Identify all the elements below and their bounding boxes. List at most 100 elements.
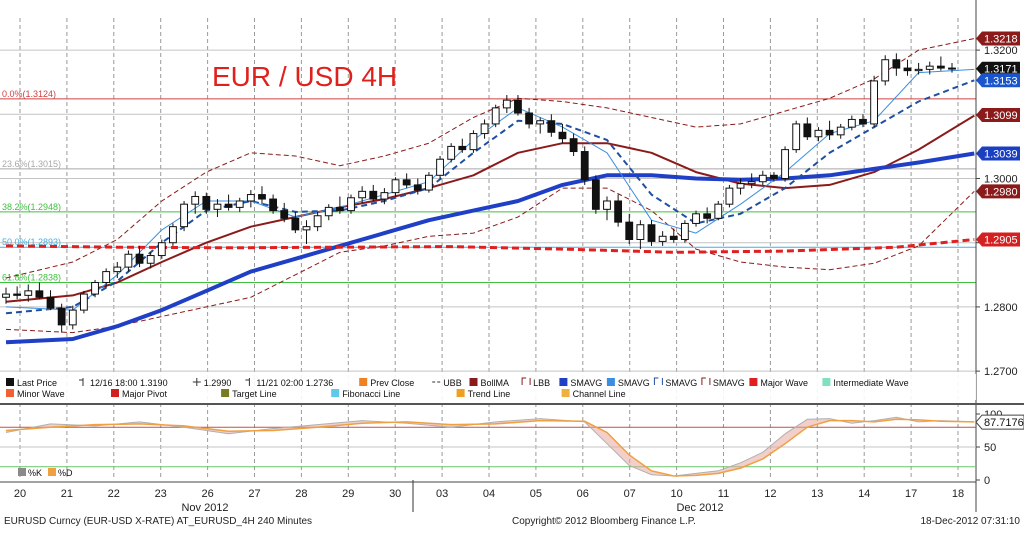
legend-label: Target Line — [232, 389, 277, 399]
axis-tick-label: 1.2800 — [984, 302, 1018, 314]
legend-item: Intermediate Wave — [822, 378, 909, 388]
candle-down-body — [903, 67, 912, 72]
candle-down-body — [948, 67, 956, 70]
candle — [68, 305, 77, 330]
candle — [881, 55, 890, 86]
fib-label: 38.2%(1.2948) — [2, 202, 61, 212]
price-tag-box — [976, 107, 1020, 122]
candle — [491, 104, 500, 128]
legend: Last Price 12/16 18:00 1.3190 1.2990 11/21 … — [0, 374, 976, 400]
candle — [770, 172, 778, 182]
candle — [658, 231, 667, 246]
price-tag: 1.2905 — [976, 232, 1020, 247]
legend-swatch — [559, 378, 568, 386]
candle-down-body — [258, 194, 266, 200]
candle-down-body — [13, 293, 22, 296]
candle-down-body — [135, 253, 144, 264]
candle-up-body — [169, 226, 177, 244]
candle — [180, 200, 188, 232]
series-bollma-0 — [5, 114, 975, 303]
candle-down-body — [269, 198, 278, 212]
candle-up-body — [246, 194, 255, 202]
series-major-wave-6 — [5, 238, 975, 254]
legend-item: SMAVG — [653, 377, 697, 388]
legend-label: 11/21 02:00 1.2736 — [256, 378, 333, 388]
candle-up-body — [502, 99, 511, 109]
legend-label: BollMA — [481, 378, 510, 388]
candle-up-body — [469, 133, 478, 151]
legend-swatch — [822, 378, 831, 386]
date-tick-label: 18 — [952, 488, 964, 500]
candle — [914, 62, 923, 75]
legend-item: Prev Close — [359, 378, 414, 388]
candle — [124, 250, 133, 272]
candle — [480, 119, 489, 139]
legend-label: SMAVG — [665, 378, 697, 388]
candle-up-body — [358, 190, 367, 199]
candle — [291, 211, 300, 234]
price-tag-box — [976, 146, 1020, 161]
legend-swatch — [653, 377, 663, 385]
candlesticks — [2, 53, 956, 333]
candle-up-body — [391, 179, 400, 194]
legend-swatch — [521, 377, 531, 385]
candle-up-body — [714, 203, 723, 219]
candle — [603, 196, 611, 221]
candle-down-body — [202, 195, 211, 210]
candle-down-body — [669, 235, 678, 240]
price-tag-label: 1.3099 — [984, 110, 1018, 122]
legend-swatch — [331, 389, 340, 397]
series-lbb-2 — [5, 187, 975, 334]
legend-item: Channel Line — [561, 389, 626, 399]
candle — [547, 114, 556, 137]
candle-up-body — [925, 65, 934, 70]
candle — [692, 210, 700, 227]
legend-item: SMAVG — [701, 377, 745, 388]
candle — [614, 194, 623, 227]
candle — [859, 114, 867, 128]
candle-up-body — [836, 126, 845, 136]
candle-up-body — [313, 215, 322, 228]
price-tag-box — [976, 73, 1020, 88]
price-tag-label: 1.3218 — [984, 34, 1018, 46]
candle-up-body — [302, 226, 311, 231]
date-tick-label: 10 — [670, 488, 682, 500]
candle-down-body — [703, 213, 712, 219]
candle — [24, 284, 33, 302]
price-tag-box — [976, 232, 1020, 247]
candle-up-body — [636, 224, 645, 240]
candle — [625, 213, 634, 244]
date-tick-label: 04 — [483, 488, 495, 500]
candle — [113, 261, 122, 279]
fibonacci-levels: 0.0%(1.3124) 23.6%(1.3015) 38.2%(1.2948) 50… — [0, 89, 976, 284]
candle — [258, 186, 266, 205]
candle-down-body — [825, 129, 834, 136]
candle — [458, 138, 467, 153]
candle-up-body — [2, 293, 10, 298]
fib-label: 23.6%(1.3015) — [2, 159, 61, 169]
candle-up-body — [102, 271, 111, 284]
candle-down-body — [892, 59, 901, 69]
date-tick-label: 20 — [14, 488, 26, 500]
candle — [903, 59, 912, 76]
candle — [502, 95, 511, 114]
legend-swatch — [749, 378, 758, 386]
candle — [647, 220, 656, 246]
candle-up-body — [79, 293, 88, 311]
candle-down-body — [458, 145, 467, 151]
price-tag-label: 1.2980 — [984, 186, 1018, 198]
legend-item: 12/16 18:00 1.3190 — [79, 378, 168, 388]
candle — [369, 184, 378, 201]
legend-label: SMAVG — [713, 378, 745, 388]
month-label-nov: Nov 2012 — [181, 502, 228, 514]
candle-up-body — [847, 118, 856, 128]
legend-label: SMAVG — [618, 378, 650, 388]
candle-up-body — [24, 290, 33, 296]
chart-title: EUR / USD 4H — [212, 61, 397, 92]
candle — [347, 194, 355, 214]
axis-tick-label: 1.2700 — [984, 366, 1018, 378]
candle — [469, 130, 478, 153]
candle-down-body — [35, 290, 44, 298]
candle-down-body — [280, 210, 289, 219]
